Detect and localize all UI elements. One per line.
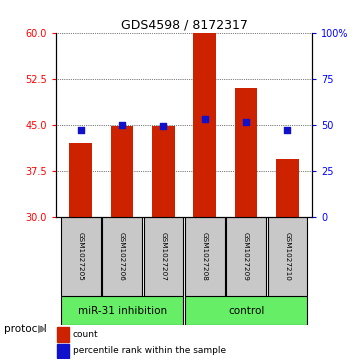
Bar <box>193 33 216 217</box>
Bar <box>185 217 225 296</box>
Point <box>78 127 84 133</box>
Bar <box>61 296 183 325</box>
Text: protocol: protocol <box>4 323 46 334</box>
Point <box>119 122 125 128</box>
Point <box>284 127 290 133</box>
Bar <box>226 217 266 296</box>
Text: GSM1027206: GSM1027206 <box>119 232 125 281</box>
Bar <box>69 143 92 217</box>
Text: miR-31 inhibition: miR-31 inhibition <box>78 306 167 315</box>
Bar <box>57 327 69 342</box>
Bar <box>144 217 183 296</box>
Text: count: count <box>73 330 98 339</box>
Text: ▶: ▶ <box>38 323 47 334</box>
Bar <box>152 126 175 217</box>
Bar <box>185 296 307 325</box>
Text: GSM1027209: GSM1027209 <box>243 232 249 281</box>
Point <box>243 119 249 125</box>
Bar <box>268 217 307 296</box>
Text: percentile rank within the sample: percentile rank within the sample <box>73 346 226 355</box>
Bar <box>276 159 299 217</box>
Text: control: control <box>228 306 264 315</box>
Bar <box>235 88 257 217</box>
Bar <box>61 217 101 296</box>
Point <box>161 123 166 129</box>
Text: GSM1027205: GSM1027205 <box>78 232 84 281</box>
Text: GSM1027207: GSM1027207 <box>160 232 166 281</box>
Title: GDS4598 / 8172317: GDS4598 / 8172317 <box>121 19 248 32</box>
Bar <box>111 126 134 217</box>
Text: GSM1027208: GSM1027208 <box>202 232 208 281</box>
Bar <box>57 344 69 358</box>
Text: GSM1027210: GSM1027210 <box>284 232 291 281</box>
Point <box>202 116 208 122</box>
Bar <box>102 217 142 296</box>
